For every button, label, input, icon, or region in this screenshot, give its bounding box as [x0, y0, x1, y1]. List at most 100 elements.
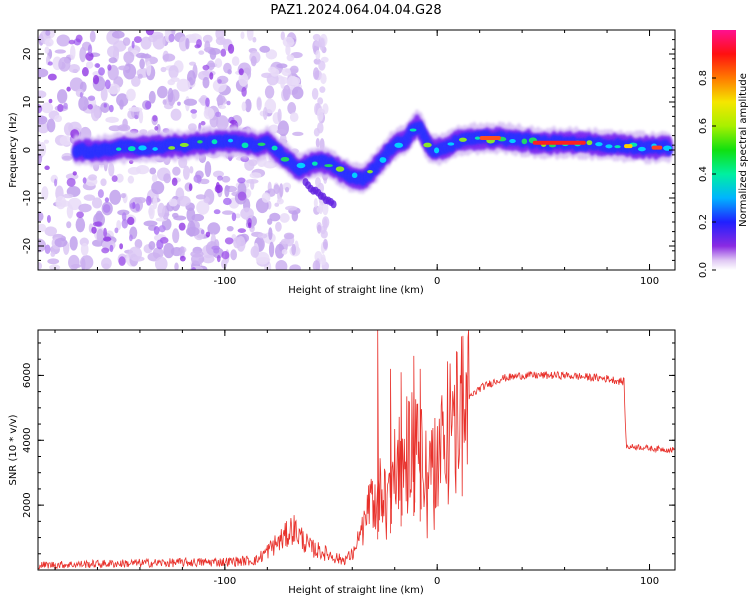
spectrogram-noise-blob [291, 86, 304, 100]
spectrogram-noise-blob [69, 45, 76, 60]
spectrogram-noise-blob [91, 197, 103, 209]
spectrogram-speckle [145, 100, 152, 110]
spectrogram-marks [38, 30, 673, 270]
spectrogram-noise-blob [95, 210, 103, 223]
spectrogram-speckle [85, 52, 94, 61]
spectrogram-noise-blob [221, 210, 234, 215]
spectrogram-noise-blob [80, 242, 89, 256]
spectrogram-noise-blob [186, 207, 196, 223]
spectrogram-noise-blob [105, 116, 119, 123]
spectrogram-speckle [44, 165, 50, 170]
spectrogram-speckle [241, 86, 247, 97]
spectrogram-speckle [79, 91, 83, 98]
spectrogram-noise-blob [38, 211, 44, 222]
spectrogram-bright-blob [586, 140, 593, 146]
snr-xtick-label: -100 [214, 576, 237, 587]
spectrogram-noise-blob [227, 69, 232, 75]
spectrogram-noise-blob [109, 189, 122, 205]
spectrogram-bright-blob [379, 157, 387, 163]
spectrogram-noise-blob [275, 260, 288, 270]
spectrogram-bright-blob [433, 147, 440, 154]
spectrogram-speckle [194, 44, 201, 49]
spectrogram-noise-blob [168, 65, 179, 79]
spectrogram-speckle [94, 63, 101, 68]
spectrogram-speckle [111, 175, 118, 183]
spectrogram-noise-blob [316, 206, 324, 213]
spectrogram-bright-blob [447, 142, 455, 146]
spectrogram-speckle [109, 244, 114, 253]
spectrogram-speckle [103, 103, 107, 108]
spectrogram-noise-blob [322, 238, 328, 250]
spectrogram-noise-blob [127, 175, 135, 184]
spectrogram-noise-blob [38, 122, 50, 134]
spectrogram-speckle [103, 227, 107, 238]
spectrogram-noise-blob [189, 166, 194, 174]
spectrogram-speckle [46, 214, 51, 223]
spectrogram-speckle [97, 189, 104, 198]
colorbar-tick-label: 0.8 [698, 70, 709, 86]
spectrogram-bright-blob [474, 136, 481, 140]
spectrogram-ytick-label: -10 [22, 190, 33, 206]
spectrogram-speckle [82, 177, 87, 184]
spectrogram-speckle [213, 209, 221, 215]
spectrogram-noise-blob [100, 87, 108, 102]
spectrogram-noise-blob [122, 37, 131, 46]
spectrogram-speckle [68, 39, 75, 45]
spectrogram-noise-blob [221, 258, 228, 269]
spectrogram-noise-blob [317, 97, 324, 105]
spectrogram-noise-blob [176, 195, 191, 207]
spectrogram-noise-blob [282, 182, 292, 191]
spectrogram-noise-blob [167, 87, 174, 103]
spectrogram-noise-blob [38, 153, 43, 165]
spectrogram-noise-blob [45, 30, 51, 36]
spectrogram-speckle [131, 40, 135, 49]
spectrogram-noise-blob [226, 226, 234, 232]
spectrogram-bright-blob [663, 145, 672, 151]
snr-frame [37, 329, 676, 571]
spectrogram-noise-blob [230, 249, 238, 261]
spectrogram-noise-blob [286, 54, 295, 62]
spectrogram-noise-blob [88, 174, 98, 181]
spectrogram-noise-blob [38, 115, 48, 125]
spectrogram-noise-blob [148, 90, 156, 104]
spectrogram-noise-blob [151, 180, 165, 195]
spectrogram-speckle [178, 222, 186, 231]
spectrogram-speckle [57, 103, 64, 113]
spectrogram-speckle [224, 237, 234, 245]
spectrogram-noise-blob [256, 256, 271, 263]
spectrogram-speckle [237, 228, 247, 234]
spectrogram-speckle [214, 184, 223, 194]
spectrogram-speckle [177, 101, 181, 106]
spectrogram-noise-blob [268, 241, 275, 258]
spectrogram-speckle [132, 201, 136, 209]
spectrogram-bright-blob [409, 128, 417, 132]
spectrogram-speckle [135, 203, 141, 212]
colorbar-tick-label: 0.4 [698, 166, 709, 182]
spectrogram-noise-blob [78, 96, 89, 111]
spectrogram-hot-streak [624, 144, 633, 149]
spectrogram-noise-blob [170, 108, 182, 121]
spectrogram-noise-blob [276, 63, 288, 69]
spectrogram-noise-blob [135, 52, 147, 59]
spectrogram-speckle [248, 222, 252, 229]
spectrogram-noise-blob [38, 223, 47, 232]
snr-xtick-label: 100 [640, 576, 659, 587]
spectrogram-speckle [118, 256, 126, 267]
spectrogram-noise-blob [285, 186, 290, 193]
spectrogram-noise-blob [96, 228, 104, 243]
spectrogram-noise-blob [119, 99, 124, 110]
spectrogram-noise-blob [148, 207, 154, 216]
spectrogram-noise-blob [221, 175, 231, 183]
spectrogram-speckle [200, 229, 205, 235]
spectrogram-speckle [133, 36, 142, 44]
spectrogram-noise-blob [268, 227, 273, 240]
spectrogram-noise-blob [285, 44, 291, 56]
spectrogram-noise-blob [275, 243, 285, 259]
spectrogram-noise-blob [108, 57, 118, 64]
spectrogram-speckle [231, 212, 237, 222]
spectrogram-xtick-label: 0 [434, 276, 440, 287]
spectrogram-speckle [168, 33, 175, 43]
spectrogram-speckle [76, 211, 84, 219]
spectrogram-bright-blob [152, 147, 158, 151]
spectrogram-noise-blob [66, 221, 72, 229]
